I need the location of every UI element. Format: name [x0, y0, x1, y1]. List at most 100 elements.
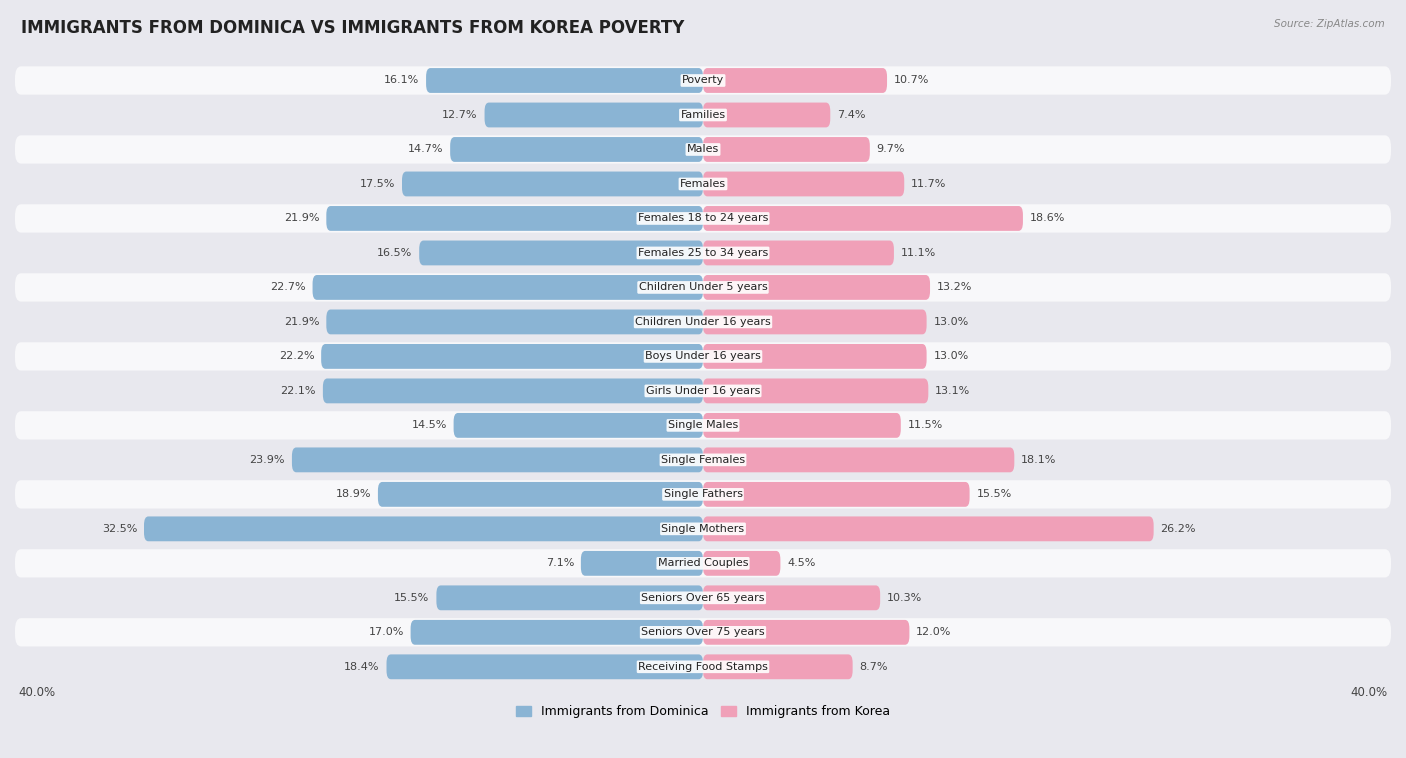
Text: 10.3%: 10.3%	[887, 593, 922, 603]
Text: Poverty: Poverty	[682, 76, 724, 86]
FancyBboxPatch shape	[703, 68, 887, 93]
FancyBboxPatch shape	[323, 378, 703, 403]
FancyBboxPatch shape	[426, 68, 703, 93]
Text: 18.6%: 18.6%	[1029, 214, 1066, 224]
Text: 15.5%: 15.5%	[394, 593, 429, 603]
FancyBboxPatch shape	[450, 137, 703, 162]
FancyBboxPatch shape	[15, 308, 1391, 336]
Text: 13.0%: 13.0%	[934, 352, 969, 362]
Text: 22.2%: 22.2%	[278, 352, 315, 362]
FancyBboxPatch shape	[419, 240, 703, 265]
Text: 7.4%: 7.4%	[837, 110, 866, 120]
Text: 11.5%: 11.5%	[908, 421, 943, 431]
FancyBboxPatch shape	[703, 482, 970, 507]
Text: Females 25 to 34 years: Females 25 to 34 years	[638, 248, 768, 258]
FancyBboxPatch shape	[387, 654, 703, 679]
FancyBboxPatch shape	[703, 585, 880, 610]
Text: 15.5%: 15.5%	[977, 490, 1012, 500]
Text: 22.7%: 22.7%	[270, 283, 305, 293]
Text: Children Under 5 years: Children Under 5 years	[638, 283, 768, 293]
Text: 11.7%: 11.7%	[911, 179, 946, 189]
FancyBboxPatch shape	[703, 102, 831, 127]
FancyBboxPatch shape	[703, 620, 910, 645]
FancyBboxPatch shape	[143, 516, 703, 541]
FancyBboxPatch shape	[15, 446, 1391, 474]
FancyBboxPatch shape	[703, 413, 901, 438]
FancyBboxPatch shape	[454, 413, 703, 438]
Text: 18.4%: 18.4%	[344, 662, 380, 672]
Text: Source: ZipAtlas.com: Source: ZipAtlas.com	[1274, 19, 1385, 29]
Text: 17.5%: 17.5%	[360, 179, 395, 189]
Text: 18.1%: 18.1%	[1021, 455, 1056, 465]
FancyBboxPatch shape	[703, 378, 928, 403]
FancyBboxPatch shape	[15, 515, 1391, 543]
FancyBboxPatch shape	[378, 482, 703, 507]
FancyBboxPatch shape	[292, 447, 703, 472]
FancyBboxPatch shape	[15, 377, 1391, 405]
FancyBboxPatch shape	[15, 170, 1391, 198]
Text: 16.5%: 16.5%	[377, 248, 412, 258]
FancyBboxPatch shape	[326, 206, 703, 231]
FancyBboxPatch shape	[326, 309, 703, 334]
Text: Children Under 16 years: Children Under 16 years	[636, 317, 770, 327]
Text: Single Fathers: Single Fathers	[664, 490, 742, 500]
Text: 40.0%: 40.0%	[18, 686, 56, 699]
Text: Males: Males	[688, 145, 718, 155]
FancyBboxPatch shape	[703, 551, 780, 576]
FancyBboxPatch shape	[15, 584, 1391, 612]
Text: IMMIGRANTS FROM DOMINICA VS IMMIGRANTS FROM KOREA POVERTY: IMMIGRANTS FROM DOMINICA VS IMMIGRANTS F…	[21, 19, 685, 37]
FancyBboxPatch shape	[703, 240, 894, 265]
FancyBboxPatch shape	[703, 654, 852, 679]
FancyBboxPatch shape	[15, 653, 1391, 681]
FancyBboxPatch shape	[312, 275, 703, 300]
Text: Females 18 to 24 years: Females 18 to 24 years	[638, 214, 768, 224]
Text: 13.2%: 13.2%	[936, 283, 973, 293]
Text: Seniors Over 65 years: Seniors Over 65 years	[641, 593, 765, 603]
FancyBboxPatch shape	[703, 206, 1024, 231]
FancyBboxPatch shape	[703, 309, 927, 334]
FancyBboxPatch shape	[581, 551, 703, 576]
FancyBboxPatch shape	[321, 344, 703, 369]
Text: 26.2%: 26.2%	[1160, 524, 1197, 534]
Text: 40.0%: 40.0%	[1350, 686, 1388, 699]
Text: Boys Under 16 years: Boys Under 16 years	[645, 352, 761, 362]
Text: 21.9%: 21.9%	[284, 214, 319, 224]
Text: 9.7%: 9.7%	[877, 145, 905, 155]
Text: 11.1%: 11.1%	[901, 248, 936, 258]
Text: 8.7%: 8.7%	[859, 662, 889, 672]
FancyBboxPatch shape	[703, 516, 1154, 541]
FancyBboxPatch shape	[485, 102, 703, 127]
FancyBboxPatch shape	[15, 239, 1391, 267]
FancyBboxPatch shape	[15, 343, 1391, 371]
Text: 23.9%: 23.9%	[249, 455, 285, 465]
Text: 13.0%: 13.0%	[934, 317, 969, 327]
Text: 12.0%: 12.0%	[917, 628, 952, 637]
FancyBboxPatch shape	[15, 205, 1391, 233]
FancyBboxPatch shape	[703, 275, 929, 300]
FancyBboxPatch shape	[703, 447, 1014, 472]
FancyBboxPatch shape	[15, 550, 1391, 578]
Text: Married Couples: Married Couples	[658, 559, 748, 568]
FancyBboxPatch shape	[15, 412, 1391, 440]
Legend: Immigrants from Dominica, Immigrants from Korea: Immigrants from Dominica, Immigrants fro…	[510, 700, 896, 723]
FancyBboxPatch shape	[15, 136, 1391, 164]
Text: Single Males: Single Males	[668, 421, 738, 431]
FancyBboxPatch shape	[436, 585, 703, 610]
Text: 32.5%: 32.5%	[101, 524, 138, 534]
Text: 14.5%: 14.5%	[412, 421, 447, 431]
FancyBboxPatch shape	[402, 171, 703, 196]
FancyBboxPatch shape	[15, 101, 1391, 129]
Text: Single Mothers: Single Mothers	[661, 524, 745, 534]
Text: 10.7%: 10.7%	[894, 76, 929, 86]
Text: 7.1%: 7.1%	[546, 559, 574, 568]
Text: 16.1%: 16.1%	[384, 76, 419, 86]
Text: Single Females: Single Females	[661, 455, 745, 465]
Text: Girls Under 16 years: Girls Under 16 years	[645, 386, 761, 396]
FancyBboxPatch shape	[703, 344, 927, 369]
Text: Receiving Food Stamps: Receiving Food Stamps	[638, 662, 768, 672]
Text: 21.9%: 21.9%	[284, 317, 319, 327]
FancyBboxPatch shape	[15, 619, 1391, 647]
Text: 12.7%: 12.7%	[441, 110, 478, 120]
FancyBboxPatch shape	[703, 171, 904, 196]
Text: Seniors Over 75 years: Seniors Over 75 years	[641, 628, 765, 637]
